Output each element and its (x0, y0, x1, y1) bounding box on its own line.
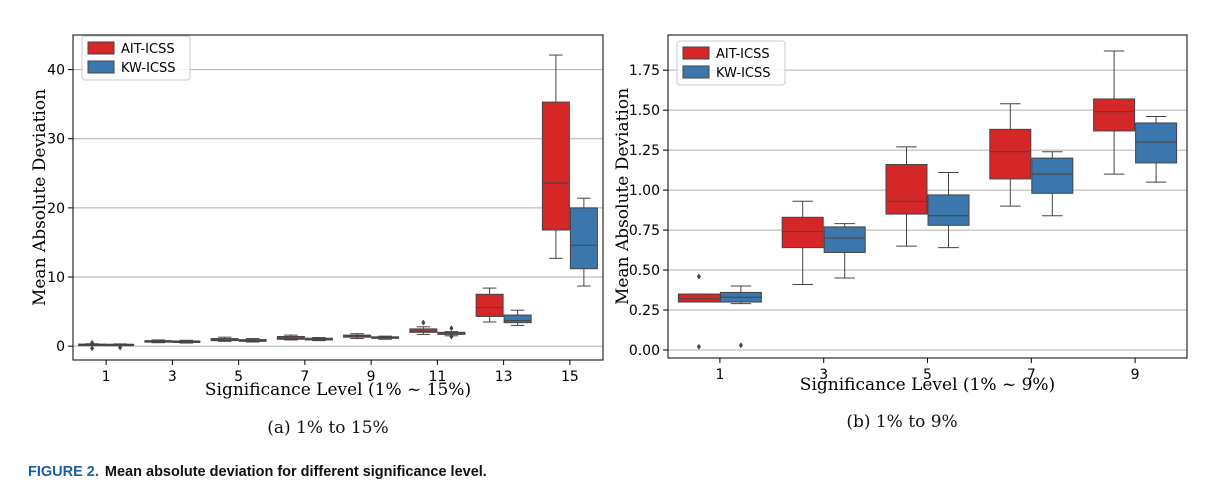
figure-caption-text: Mean absolute deviation for different si… (104, 464, 487, 480)
box-ait (885, 164, 928, 215)
y-axis-label: Mean Absolute Deviation (30, 89, 50, 306)
legend-swatch-kw (682, 65, 710, 79)
outlier-point (421, 319, 426, 326)
axes-frame (667, 34, 1188, 359)
box-kw (503, 314, 532, 324)
x-tick-label: 7 (1027, 367, 1036, 383)
x-tick-label: 9 (367, 369, 376, 385)
legend-swatch-ait (682, 46, 710, 60)
x-axis-label: Significance Level (1% ~ 9%) (800, 375, 1055, 395)
x-tick-label: 13 (495, 369, 513, 385)
subcaption-b: (b) 1% to 9% (846, 412, 958, 432)
box-ait (541, 101, 570, 231)
y-tick-label: 0.50 (629, 263, 660, 279)
box-ait (475, 293, 504, 317)
x-tick-label: 11 (428, 369, 446, 385)
outlier-point (696, 343, 701, 350)
x-tick-label: 3 (819, 367, 828, 383)
box-kw (823, 226, 866, 253)
x-tick-label: 15 (561, 369, 579, 385)
y-tick-label: 0 (56, 339, 65, 355)
axes-frame (72, 34, 604, 361)
y-tick-label: 0.25 (629, 303, 660, 319)
y-tick-label: 1.75 (629, 63, 660, 79)
legend-label: KW-ICSS (716, 66, 771, 81)
y-tick-label: 1.25 (629, 143, 660, 159)
outlier-point (449, 325, 454, 332)
y-tick-label: 1.00 (629, 183, 660, 199)
outlier-point (90, 345, 95, 352)
outlier-point (449, 333, 454, 340)
legend-label: KW-ICSS (121, 61, 176, 76)
legend-label: AIT-ICSS (121, 42, 175, 57)
legend-swatch-kw (87, 60, 115, 74)
subcaption-a: (a) 1% to 15% (267, 418, 389, 438)
figure-label: FIGURE 2. (28, 464, 99, 480)
x-tick-label: 7 (300, 369, 309, 385)
legend: AIT-ICSS KW-ICSS (676, 40, 786, 86)
y-axis-label: Mean Absolute Deviation (613, 88, 633, 305)
outlier-point (118, 344, 123, 351)
box-kw (569, 207, 598, 270)
outlier-point (90, 339, 95, 346)
x-tick-label: 3 (168, 369, 177, 385)
y-tick-label: 1.50 (629, 103, 660, 119)
figure-caption: FIGURE 2. Mean absolute deviation for dif… (28, 464, 487, 480)
y-tick-label: 40 (47, 63, 65, 79)
y-tick-label: 0.00 (629, 343, 660, 359)
x-tick-label: 9 (1131, 367, 1140, 383)
y-tick-label: 20 (47, 201, 65, 217)
legend: AIT-ICSS KW-ICSS (81, 35, 191, 81)
x-tick-label: 5 (234, 369, 243, 385)
x-tick-label: 5 (923, 367, 932, 383)
legend-swatch-ait (87, 41, 115, 55)
outlier-point (696, 273, 701, 280)
outlier-point (738, 342, 743, 349)
y-tick-label: 10 (47, 270, 65, 286)
y-tick-label: 30 (47, 132, 65, 148)
box-ait (677, 293, 720, 303)
chart-b: 0.00 0.25 0.50 0.75 1.00 1.25 1.50 1.75 1 3 5 7 9 AIT… (613, 34, 1188, 395)
box-kw (1031, 157, 1074, 194)
legend-label: AIT-ICSS (716, 47, 770, 62)
x-tick-label: 1 (102, 369, 111, 385)
y-tick-label: 0.75 (629, 223, 660, 239)
x-axis-label: Significance Level (1% ~ 15%) (205, 380, 471, 400)
box-ait (1093, 98, 1136, 132)
x-tick-label: 1 (715, 367, 724, 383)
box-kw (927, 194, 970, 226)
box-ait (781, 216, 824, 249)
box-kw (1135, 122, 1178, 164)
box-ait (989, 128, 1032, 180)
